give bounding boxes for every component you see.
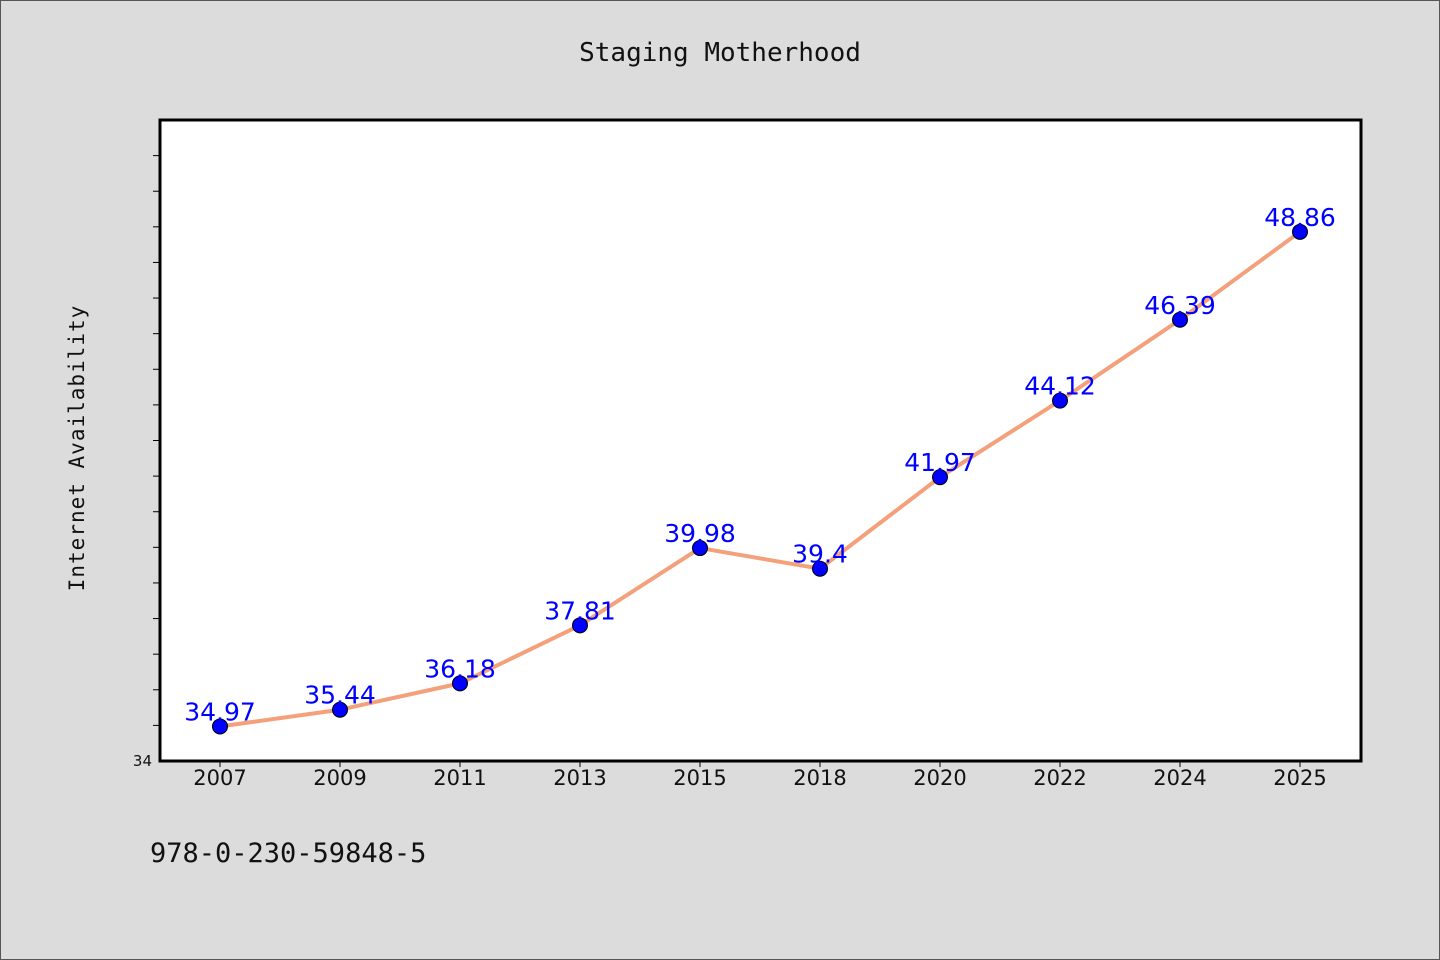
x-tick-label: 2011 xyxy=(433,766,486,790)
isbn-footer: 978-0-230-59848-5 xyxy=(150,838,426,869)
x-tick-label: 2025 xyxy=(1273,766,1326,790)
data-point xyxy=(1292,223,1308,240)
x-tick-label: 2015 xyxy=(673,766,726,790)
y-axis-label: Internet Availability xyxy=(65,305,89,592)
x-tick-label: 2024 xyxy=(1153,766,1206,790)
data-point xyxy=(932,469,948,486)
data-label: 48.86 xyxy=(1264,203,1336,232)
data-label: 44.12 xyxy=(1024,372,1096,401)
x-axis-ticks: 2007 2009 2011 2013 2015 2018 2020 2022 2024 2025 xyxy=(193,761,1327,790)
plot-area xyxy=(158,118,1363,763)
data-point xyxy=(452,675,468,692)
data-point xyxy=(332,701,348,718)
chart-title: Staging Motherhood xyxy=(579,38,861,68)
data-label: 46.39 xyxy=(1144,291,1216,320)
x-tick-label: 2007 xyxy=(193,766,246,790)
data-point xyxy=(212,718,228,735)
x-tick-label: 2020 xyxy=(913,766,966,790)
x-tick-label: 2009 xyxy=(313,766,366,790)
data-label: 34.97 xyxy=(184,697,256,726)
data-point xyxy=(1172,311,1188,328)
y-tick-label: 34 xyxy=(133,752,152,770)
series-line xyxy=(219,230,1302,729)
x-tick-label: 2013 xyxy=(553,766,606,790)
data-point xyxy=(692,540,708,557)
data-label: 41.97 xyxy=(904,448,976,477)
data-label: 39.4 xyxy=(792,540,848,569)
data-label: 35.44 xyxy=(304,681,376,710)
series-layer xyxy=(212,223,1308,735)
y-axis-ticks: 34 xyxy=(133,155,160,770)
data-point xyxy=(1052,392,1068,409)
data-label: 39.98 xyxy=(664,519,736,548)
x-tick-label: 2022 xyxy=(1033,766,1086,790)
data-point xyxy=(572,617,588,634)
x-tick-label: 2018 xyxy=(793,766,846,790)
data-labels: 34.97 35.44 36.18 37.81 39.98 39.4 41.97 44.12 4… xyxy=(184,203,1336,727)
data-point xyxy=(812,560,828,577)
data-label: 36.18 xyxy=(424,654,496,683)
data-label: 37.81 xyxy=(544,596,616,625)
